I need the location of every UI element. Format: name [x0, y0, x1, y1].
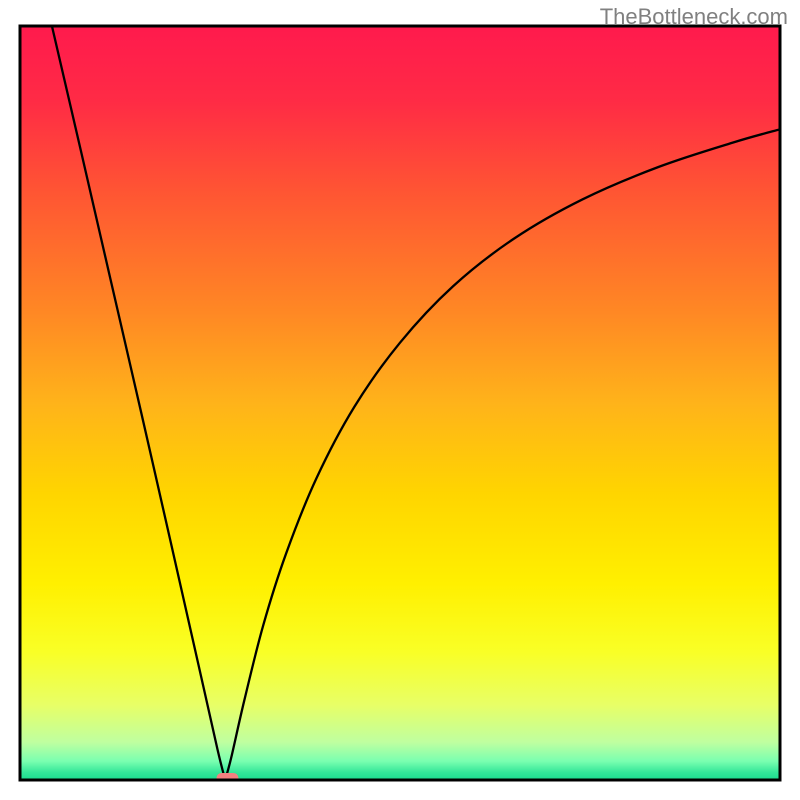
watermark-text: TheBottleneck.com [600, 4, 788, 30]
plot-area [20, 26, 780, 783]
gradient-background [20, 26, 780, 780]
chart-container: TheBottleneck.com [0, 0, 800, 800]
bottleneck-chart [0, 0, 800, 800]
